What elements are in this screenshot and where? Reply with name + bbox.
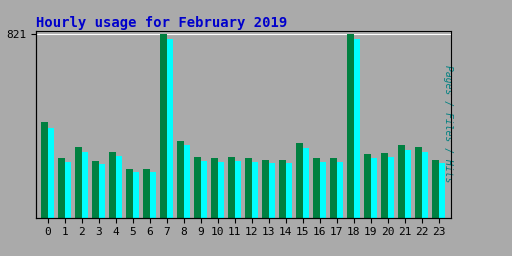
Bar <box>211 158 218 218</box>
Bar <box>48 128 54 218</box>
Bar <box>371 158 377 218</box>
Bar <box>398 145 404 218</box>
Bar <box>388 157 394 218</box>
Bar <box>126 168 133 218</box>
Bar <box>286 163 292 218</box>
Bar <box>184 145 190 218</box>
Bar <box>381 153 388 218</box>
Bar <box>347 34 354 218</box>
Bar <box>109 152 116 218</box>
Bar <box>313 158 319 218</box>
Bar <box>404 150 411 218</box>
Bar <box>262 159 269 218</box>
Bar <box>296 143 303 218</box>
Bar <box>82 152 88 218</box>
Bar <box>364 154 371 218</box>
Bar <box>65 162 71 218</box>
Bar <box>432 159 439 218</box>
Bar <box>92 161 99 218</box>
Bar <box>234 161 241 218</box>
Bar <box>133 172 139 218</box>
Bar <box>330 158 337 218</box>
Bar <box>269 163 275 218</box>
Y-axis label: Pages / Files / Hits: Pages / Files / Hits <box>443 66 453 183</box>
Bar <box>422 152 428 218</box>
Bar <box>303 148 309 218</box>
Bar <box>75 147 82 218</box>
Bar <box>279 159 286 218</box>
Bar <box>201 161 207 218</box>
Bar <box>228 157 234 218</box>
Bar <box>160 34 167 218</box>
Bar <box>41 122 48 218</box>
Bar <box>439 163 445 218</box>
Bar <box>194 157 201 218</box>
Bar <box>143 168 150 218</box>
Bar <box>177 141 184 218</box>
Bar <box>337 162 343 218</box>
Text: Hourly usage for February 2019: Hourly usage for February 2019 <box>36 16 287 29</box>
Bar <box>245 158 252 218</box>
Bar <box>99 164 105 218</box>
Bar <box>58 158 65 218</box>
Bar <box>150 172 156 218</box>
Bar <box>354 39 360 218</box>
Bar <box>415 147 422 218</box>
Bar <box>319 162 326 218</box>
Bar <box>252 162 258 218</box>
Bar <box>116 156 122 218</box>
Bar <box>167 39 173 218</box>
Bar <box>218 162 224 218</box>
